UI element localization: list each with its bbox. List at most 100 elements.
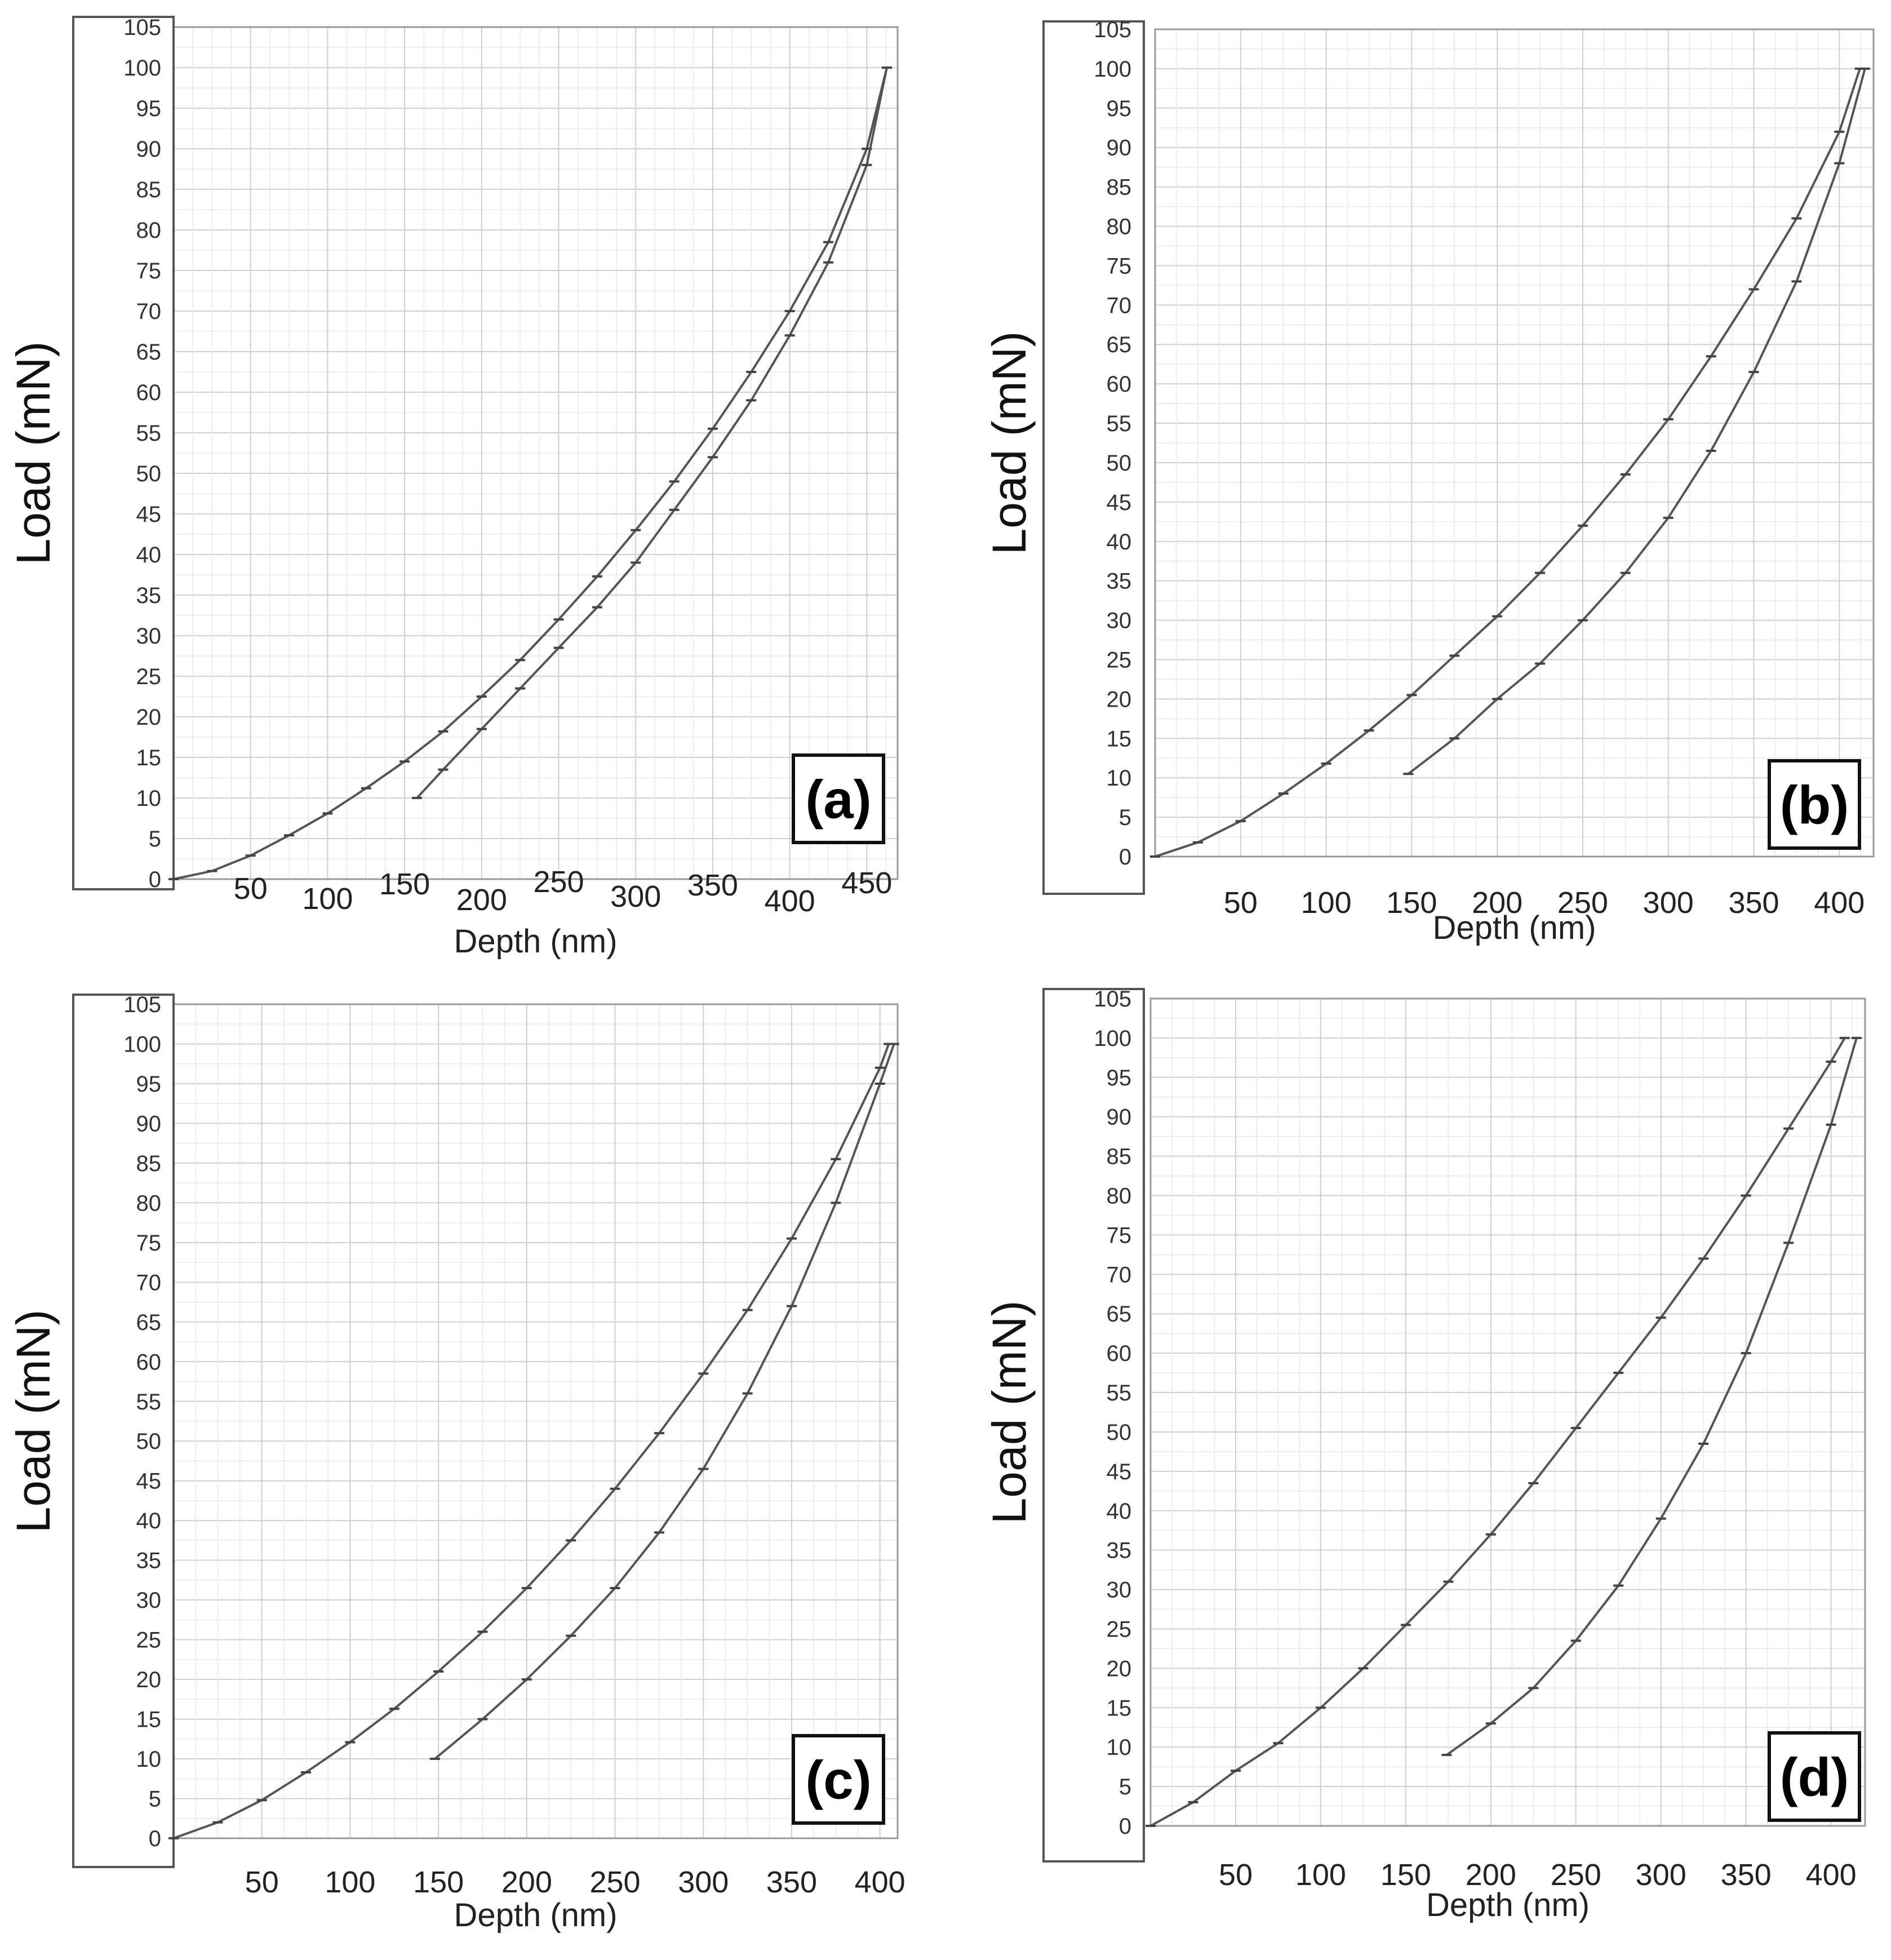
x-tick-label: 300 bbox=[610, 880, 661, 914]
chart-panel-a: 0 5 10 15 20 25 30 35 40 45 50 55 60 65 70 75 80 85 90 95 10… bbox=[7, 15, 899, 960]
grid bbox=[173, 26, 898, 880]
y-tick-label: 40 bbox=[136, 1509, 162, 1533]
x-tick-label: 450 bbox=[841, 866, 892, 900]
y-tick-label: 95 bbox=[136, 1072, 162, 1097]
y-tick-label: 60 bbox=[1107, 372, 1132, 397]
y-tick-label: 40 bbox=[1107, 530, 1132, 555]
y-tick-label: 0 bbox=[1119, 845, 1131, 870]
panel-label-box bbox=[792, 1734, 885, 1825]
y-tick-label: 60 bbox=[136, 1350, 162, 1374]
y-tick-label: 10 bbox=[1107, 1735, 1132, 1760]
y-tick-label: 5 bbox=[149, 827, 161, 852]
y-tick-label: 60 bbox=[136, 380, 162, 405]
y-tick-label: 20 bbox=[1107, 687, 1132, 712]
x-tick-label: 150 bbox=[1386, 886, 1437, 920]
y-tick-label: 75 bbox=[1107, 1223, 1132, 1248]
y-tick-label: 0 bbox=[1119, 1814, 1131, 1839]
y-tick-label: 20 bbox=[136, 1668, 162, 1692]
y-tick-label: 65 bbox=[1107, 1302, 1132, 1327]
y-tick-label: 30 bbox=[1107, 1578, 1132, 1603]
y-tick-label: 30 bbox=[136, 1588, 162, 1613]
y-tick-label: 105 bbox=[1094, 987, 1131, 1012]
panel-label: (b) bbox=[1780, 775, 1849, 836]
x-axis-title: Depth (nm) bbox=[454, 1897, 617, 1934]
y-tick-label: 75 bbox=[1107, 254, 1132, 278]
y-tick-label: 70 bbox=[1107, 1262, 1132, 1287]
panel-label-box bbox=[792, 753, 885, 844]
x-tick-label: 250 bbox=[533, 865, 584, 899]
chart-panel-b: 0 5 10 15 20 25 30 35 40 45 50 55 60 65 70 75 80 85 90 95 10… bbox=[983, 17, 1875, 946]
y-tick-label: 70 bbox=[136, 1270, 162, 1295]
y-tick-label: 0 bbox=[149, 867, 161, 892]
x-tick-label: 100 bbox=[1301, 886, 1352, 920]
y-tick-label: 80 bbox=[136, 218, 162, 243]
y-tick-label: 50 bbox=[136, 462, 162, 486]
y-tick-label: 80 bbox=[1107, 215, 1132, 240]
x-tick-label: 100 bbox=[325, 1865, 375, 1899]
unloading-curve bbox=[1408, 68, 1866, 775]
y-tick-label: 80 bbox=[1107, 1184, 1132, 1209]
x-axis-title: Depth (nm) bbox=[1432, 910, 1596, 946]
y-tick-label: 15 bbox=[136, 746, 162, 770]
panel-label: (c) bbox=[805, 1750, 871, 1811]
x-tick-label: 150 bbox=[379, 867, 430, 901]
x-tick-label: 50 bbox=[234, 872, 268, 906]
x-axis-title: Depth (nm) bbox=[1426, 1887, 1590, 1923]
y-tick-label: 20 bbox=[136, 705, 162, 730]
y-tick-label: 45 bbox=[1107, 1460, 1132, 1484]
y-tick-label: 100 bbox=[123, 1032, 161, 1057]
y-tick-label: 100 bbox=[1094, 1026, 1131, 1051]
y-tick-box bbox=[72, 994, 175, 1868]
y-tick-label: 35 bbox=[1107, 1538, 1132, 1563]
x-axis-title: Depth (nm) bbox=[454, 923, 617, 960]
y-tick-label: 35 bbox=[1107, 569, 1132, 594]
y-tick-label: 85 bbox=[1107, 1145, 1132, 1169]
y-tick-label: 40 bbox=[1107, 1499, 1132, 1524]
y-tick-label: 105 bbox=[1094, 17, 1131, 42]
y-tick-label: 25 bbox=[1107, 648, 1132, 672]
y-axis-title: Load (mN) bbox=[7, 1310, 60, 1533]
loading-curve bbox=[1155, 68, 1861, 858]
panel-label-box bbox=[1768, 759, 1861, 850]
x-tick-label: 250 bbox=[1551, 1858, 1601, 1892]
x-tick-label: 300 bbox=[1636, 1858, 1686, 1892]
x-tick-label: 50 bbox=[245, 1865, 279, 1899]
y-tick-label: 15 bbox=[1107, 1696, 1132, 1720]
y-tick-label: 100 bbox=[1094, 57, 1131, 82]
y-tick-label: 20 bbox=[1107, 1656, 1132, 1681]
y-tick-label: 65 bbox=[136, 340, 162, 365]
y-tick-label: 90 bbox=[136, 1111, 162, 1136]
grid bbox=[1150, 998, 1865, 1826]
y-tick-label: 10 bbox=[1107, 766, 1132, 791]
y-tick-label: 105 bbox=[123, 992, 161, 1017]
y-tick-label: 60 bbox=[1107, 1341, 1132, 1366]
y-tick-box bbox=[1042, 988, 1145, 1863]
y-tick-label: 55 bbox=[1107, 411, 1132, 436]
x-tick-label: 100 bbox=[302, 882, 353, 916]
x-tick-label: 400 bbox=[1806, 1858, 1857, 1892]
y-tick-label: 65 bbox=[1107, 332, 1132, 357]
y-tick-label: 85 bbox=[136, 1151, 162, 1176]
y-tick-label: 30 bbox=[136, 624, 162, 649]
grid bbox=[1155, 29, 1874, 857]
x-tick-label: 200 bbox=[501, 1865, 552, 1899]
y-tick-label: 50 bbox=[136, 1429, 162, 1454]
plot-border bbox=[1149, 997, 1866, 1827]
x-tick-label: 250 bbox=[1557, 886, 1608, 920]
unloading-curve bbox=[434, 1043, 895, 1760]
y-tick-label: 45 bbox=[136, 502, 162, 527]
x-tick-label: 50 bbox=[1219, 1858, 1253, 1892]
x-tick-label: 200 bbox=[1472, 886, 1522, 920]
y-tick-label: 100 bbox=[123, 56, 161, 81]
x-tick-label: 400 bbox=[855, 1865, 905, 1899]
chart-panel-d: 0 5 10 15 20 25 30 35 40 45 50 55 60 65 70 75 80 85 90 95 10… bbox=[983, 987, 1866, 1923]
x-tick-label: 200 bbox=[456, 883, 507, 917]
y-tick-label: 70 bbox=[136, 299, 162, 324]
y-axis-title: Load (mN) bbox=[983, 331, 1036, 555]
y-tick-label: 95 bbox=[1107, 1066, 1132, 1090]
y-tick-label: 70 bbox=[1107, 293, 1132, 318]
x-tick-label: 350 bbox=[1721, 1858, 1772, 1892]
y-tick-label: 90 bbox=[1107, 136, 1132, 161]
y-tick-label: 30 bbox=[1107, 609, 1132, 633]
y-tick-label: 40 bbox=[136, 543, 162, 567]
